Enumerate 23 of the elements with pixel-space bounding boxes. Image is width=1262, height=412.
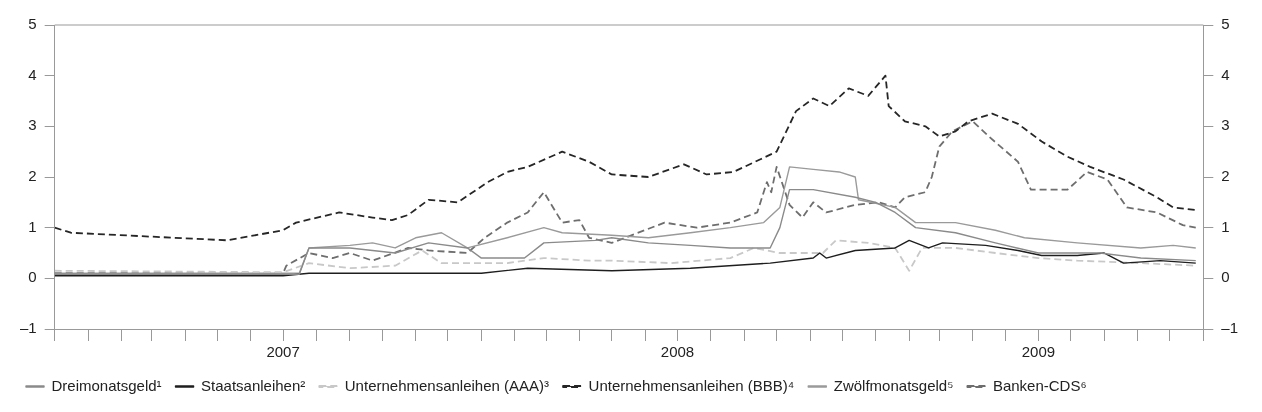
legend-label: Zwölfmonatsgeld⁵ (833, 376, 954, 394)
legend-label: Unternehmensanleihen (BBB)⁴ (588, 376, 795, 394)
legend-label: Unternehmensanleihen (AAA)³ (344, 376, 550, 394)
y2-tick-label: 2 (1221, 167, 1230, 185)
y-tick-label: 5 (28, 15, 37, 33)
y2-tick-label: –1 (1221, 319, 1238, 337)
y-tick-label: 4 (28, 65, 37, 83)
y-tick-label: 3 (28, 116, 37, 134)
y2-tick-label: 5 (1221, 15, 1230, 33)
legend-label: Dreimonatsgeld¹ (51, 376, 162, 394)
y-tick-label: 0 (28, 268, 37, 286)
x-tick-label: 2008 (660, 343, 695, 361)
y2-tick-label: 1 (1221, 217, 1230, 235)
y2-tick-label: 4 (1221, 65, 1230, 83)
x-tick-label: 2007 (266, 343, 300, 361)
y2-tick-label: 3 (1221, 116, 1230, 134)
y2-tick-label: 0 (1221, 268, 1230, 286)
x-tick-label: 2009 (1021, 343, 1056, 361)
y-tick-label: 1 (28, 217, 37, 235)
legend-label: Banken-CDS⁶ (992, 376, 1087, 394)
legend-label: Staatsanleihen² (201, 376, 306, 394)
y-tick-label: –1 (20, 319, 37, 337)
y-tick-label: 2 (28, 167, 37, 185)
